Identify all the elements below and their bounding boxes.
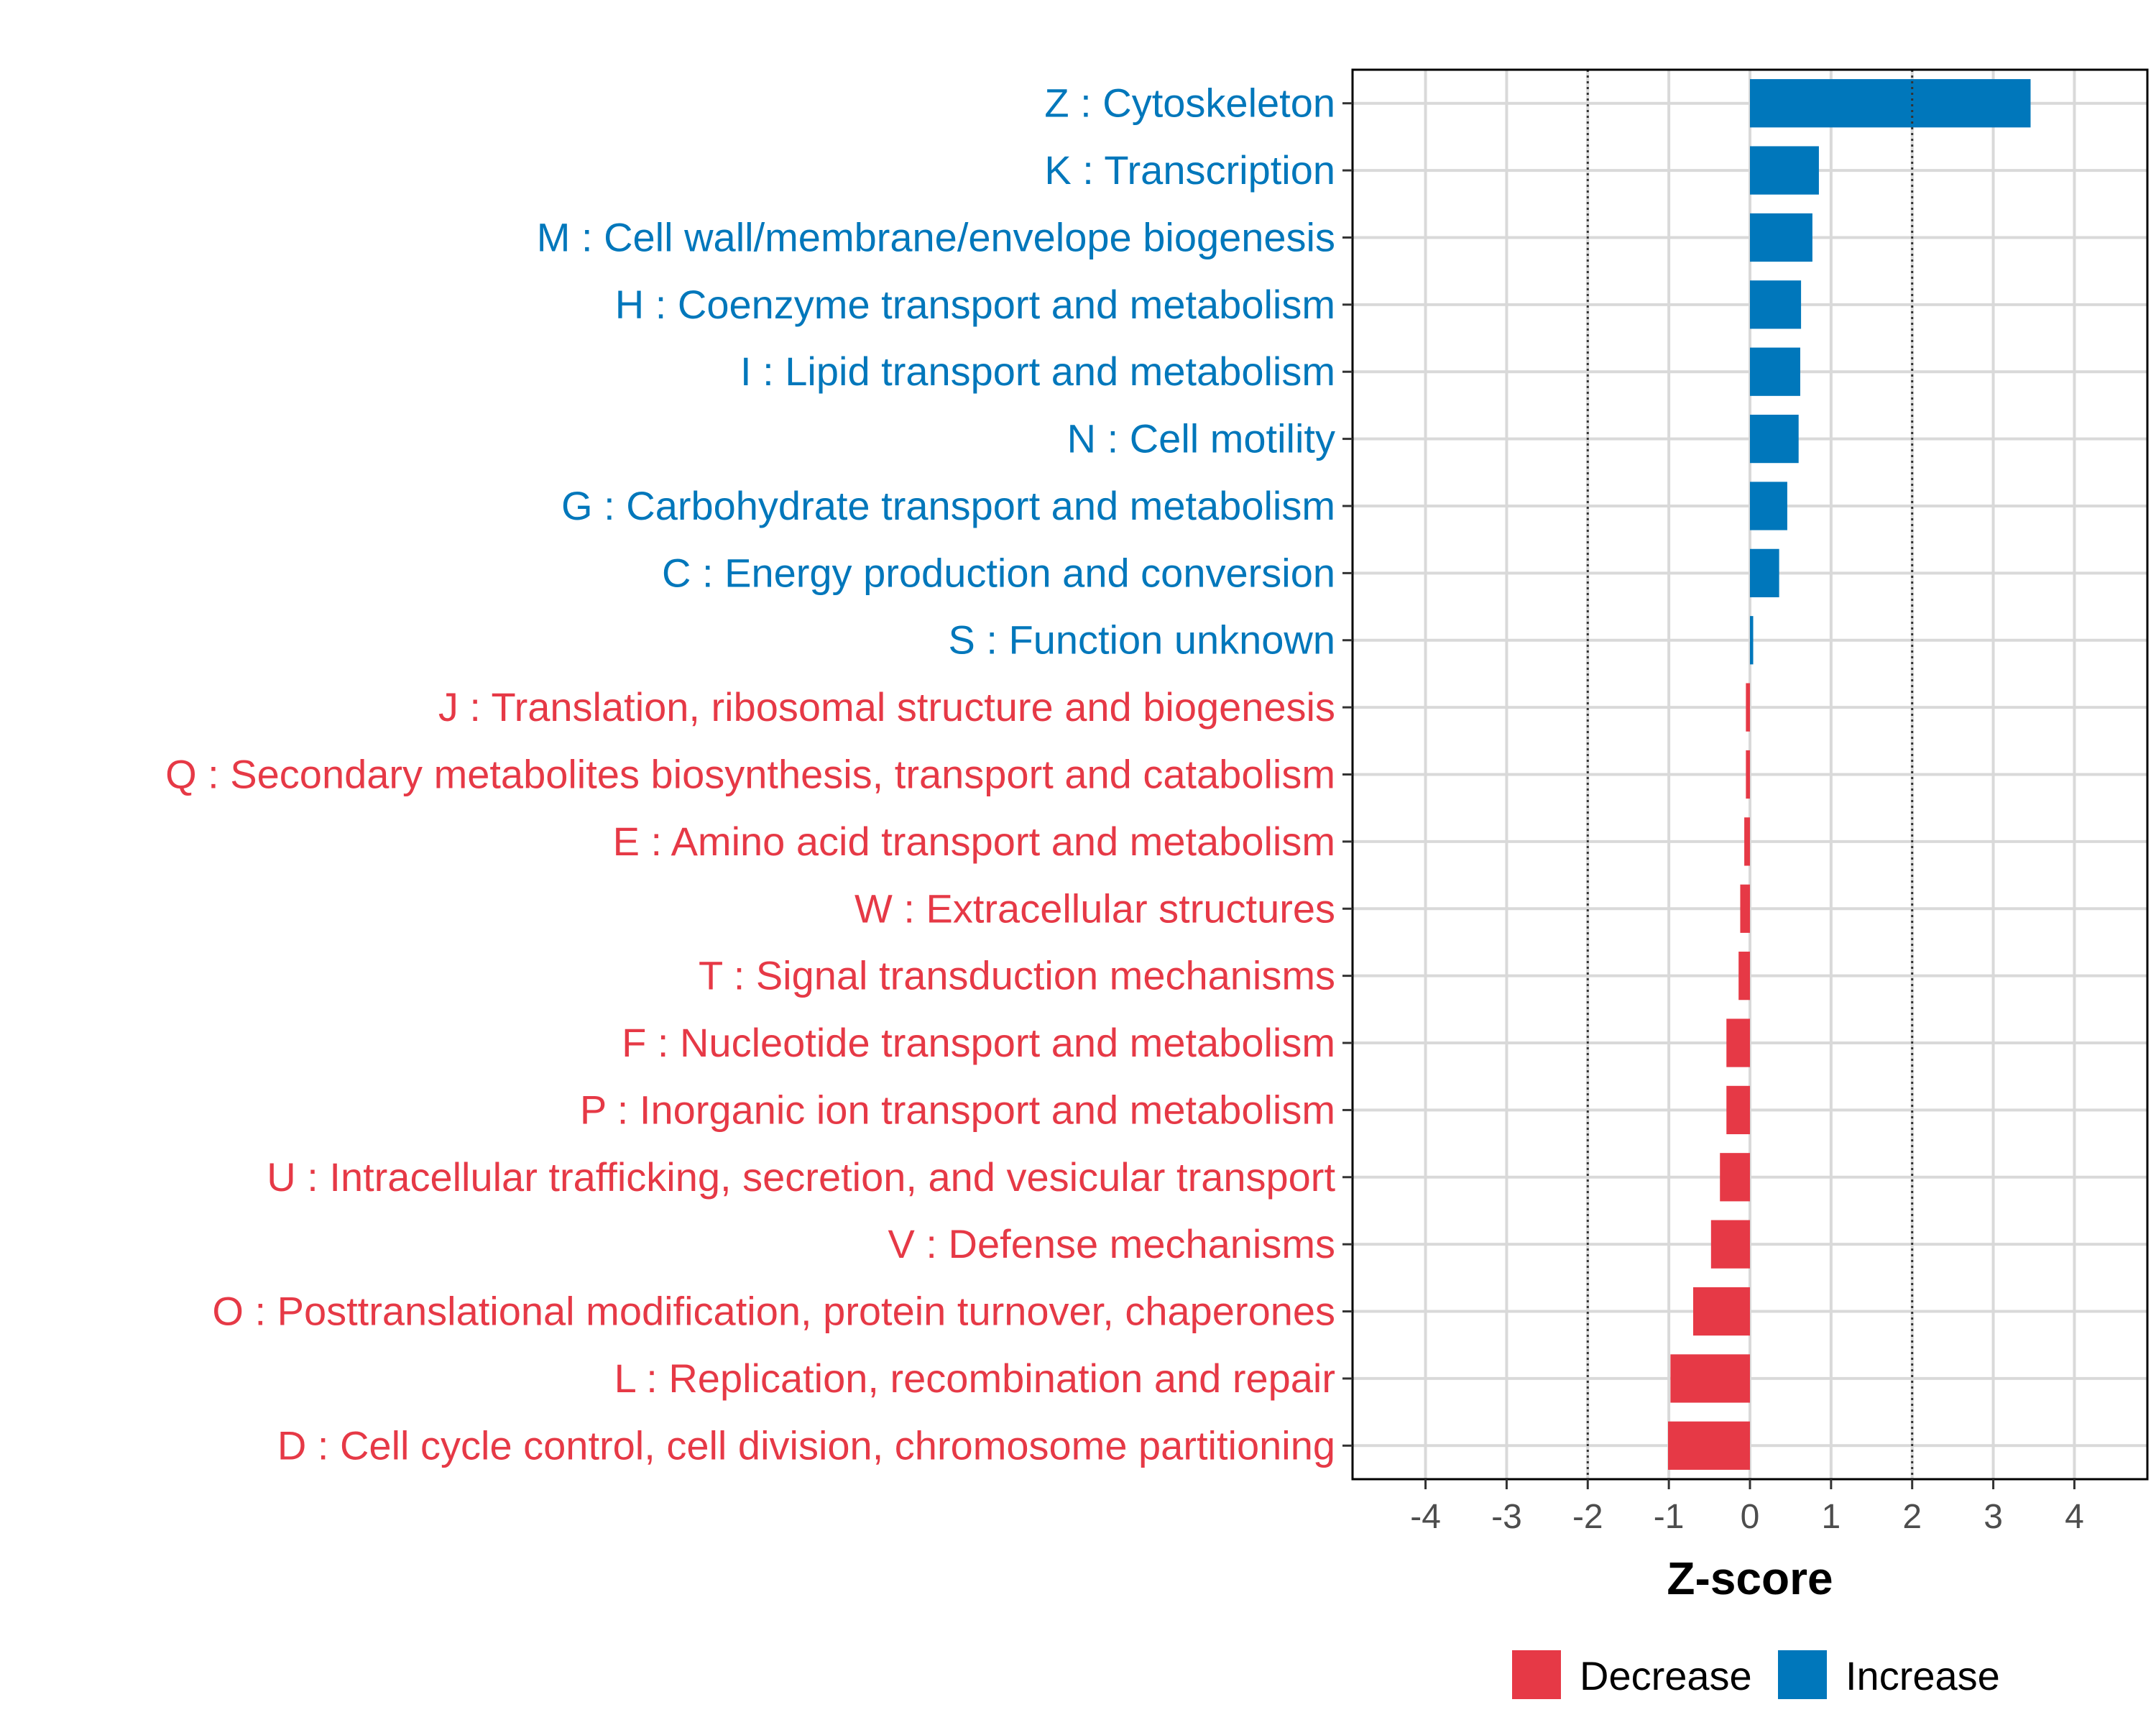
category-label: J : Translation, ribosomal structure and… xyxy=(438,684,1335,730)
bar xyxy=(1750,616,1754,665)
bar xyxy=(1726,1018,1750,1067)
x-tick-label: 2 xyxy=(1902,1498,1922,1536)
bar xyxy=(1668,1421,1750,1470)
bars xyxy=(1668,79,2031,1470)
bar xyxy=(1750,414,1799,464)
legend: Decrease Increase xyxy=(1512,1650,2000,1699)
category-label: N : Cell motility xyxy=(1067,416,1335,461)
x-axis-ticks: -4 -3 -2 -1 0 1 2 3 4 xyxy=(1410,1479,2084,1536)
category-label: Z : Cytoskeleton xyxy=(1044,80,1335,126)
bar xyxy=(1726,1085,1750,1135)
category-label: S : Function unknown xyxy=(948,617,1335,663)
bar xyxy=(1693,1287,1750,1336)
legend-label-decrease: Decrease xyxy=(1580,1653,1752,1698)
x-axis-title: Z-score xyxy=(1667,1552,1833,1604)
bar xyxy=(1750,213,1812,262)
bar xyxy=(1746,683,1750,732)
legend-swatch-increase xyxy=(1778,1650,1827,1699)
legend-swatch-decrease xyxy=(1512,1650,1561,1699)
category-label: O : Posttranslational modification, prot… xyxy=(212,1289,1335,1334)
category-label: P : Inorganic ion transport and metaboli… xyxy=(580,1087,1335,1132)
reference-lines xyxy=(1586,70,1914,1479)
category-label: E : Amino acid transport and metabolism xyxy=(613,819,1335,864)
legend-label-increase: Increase xyxy=(1846,1653,2000,1698)
category-label: C : Energy production and conversion xyxy=(662,550,1335,595)
x-tick-label: 4 xyxy=(2065,1498,2084,1536)
category-label: M : Cell wall/membrane/envelope biogenes… xyxy=(537,214,1335,259)
bar xyxy=(1746,750,1750,799)
bar xyxy=(1738,952,1750,1000)
x-tick-label: -3 xyxy=(1491,1498,1522,1536)
bar xyxy=(1750,347,1800,396)
bar xyxy=(1750,280,1802,329)
category-label: V : Defense mechanisms xyxy=(888,1221,1335,1266)
category-label: I : Lipid transport and metabolism xyxy=(740,349,1335,394)
x-tick-label: -1 xyxy=(1654,1498,1685,1536)
category-label: H : Coenzyme transport and metabolism xyxy=(615,282,1335,327)
bar xyxy=(1750,482,1787,530)
bar xyxy=(1670,1354,1750,1403)
x-tick-label: -2 xyxy=(1572,1498,1603,1536)
y-axis-ticks xyxy=(1342,102,1353,1447)
x-tick-label: -4 xyxy=(1410,1498,1441,1536)
category-label: K : Transcription xyxy=(1044,147,1335,193)
bar xyxy=(1750,79,2031,128)
bar xyxy=(1710,1220,1750,1269)
category-label: L : Replication, recombination and repai… xyxy=(614,1356,1335,1401)
category-label: W : Extracellular structures xyxy=(854,886,1335,931)
category-label: G : Carbohydrate transport and metabolis… xyxy=(561,483,1335,528)
x-tick-label: 0 xyxy=(1741,1498,1760,1536)
category-label: F : Nucleotide transport and metabolism xyxy=(622,1020,1335,1065)
bar xyxy=(1740,884,1750,933)
x-tick-label: 1 xyxy=(1822,1498,1841,1536)
category-label: T : Signal transduction mechanisms xyxy=(699,953,1335,998)
category-labels: Z : Cytoskeleton K : Transcription M : Cel… xyxy=(165,80,1335,1468)
category-label: D : Cell cycle control, cell division, c… xyxy=(277,1422,1335,1468)
category-label: Q : Secondary metabolites biosynthesis, … xyxy=(165,752,1335,797)
bar xyxy=(1720,1153,1750,1202)
bar xyxy=(1750,146,1819,195)
category-label: U : Intracellular trafficking, secretion… xyxy=(267,1154,1335,1200)
bar xyxy=(1744,817,1750,866)
x-tick-label: 3 xyxy=(1984,1498,2003,1536)
bar xyxy=(1750,548,1779,597)
